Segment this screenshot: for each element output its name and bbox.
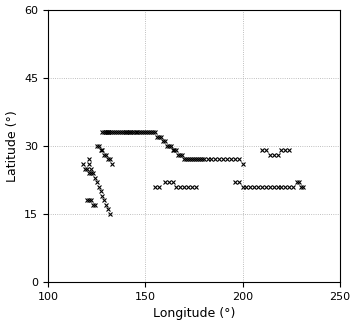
X-axis label: Longitude (°): Longitude (°) [153,307,235,320]
Y-axis label: Latitude (°): Latitude (°) [6,110,19,182]
